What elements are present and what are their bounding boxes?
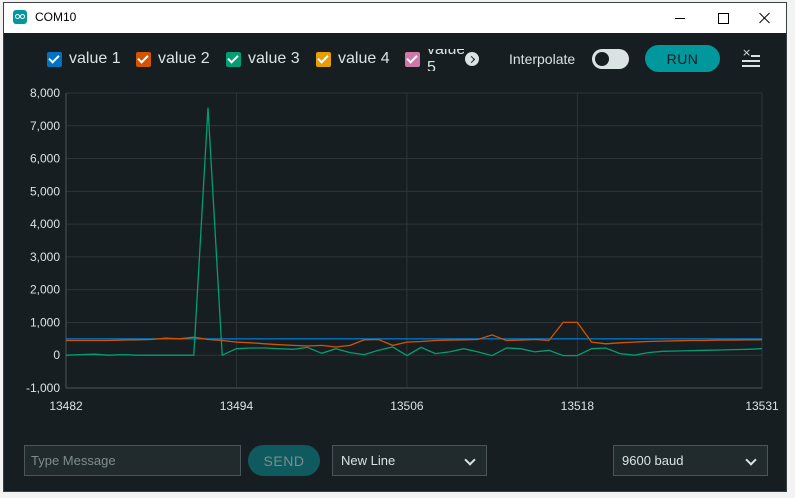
legend-item-value-2[interactable]: value 2 <box>136 49 210 69</box>
checkbox-icon <box>136 51 151 67</box>
plotter-toolbar: value 1 value 2 value 3 value 4 value 5 … <box>4 33 786 83</box>
message-input[interactable] <box>24 445 241 476</box>
y-tick-label: 6,000 <box>30 152 60 166</box>
serial-input-bar: SEND New Line 9600 baud <box>4 443 786 483</box>
interpolate-label: Interpolate <box>509 51 576 67</box>
chevron-down-icon <box>464 454 476 466</box>
window-title: COM10 <box>35 10 77 24</box>
y-tick-label: 0 <box>53 348 60 362</box>
legend-overflow-clip: value 5 <box>402 49 464 71</box>
checkbox-icon <box>226 51 241 67</box>
close-icon <box>759 12 771 24</box>
minimize-button[interactable] <box>658 3 702 33</box>
plot-svg: 8,000 7,000 6,000 5,000 4,000 3,000 2,000 1,000… <box>26 86 779 413</box>
legend-label: value 4 <box>338 50 390 67</box>
x-tick-label: 13506 <box>390 399 424 413</box>
legend-label: value 3 <box>248 50 300 67</box>
x-tick-label: 13531 <box>745 399 779 413</box>
run-button[interactable]: RUN <box>645 45 720 72</box>
x-tick-label: 13482 <box>49 399 83 413</box>
legend-item-value-1[interactable]: value 1 <box>47 49 121 69</box>
interpolate-toggle[interactable] <box>592 49 629 69</box>
checkbox-icon <box>47 51 62 67</box>
x-tick-label: 13494 <box>220 399 254 413</box>
chevron-right-icon <box>467 55 475 63</box>
checkbox-icon <box>316 51 331 67</box>
arduino-icon <box>13 10 27 24</box>
series-line-3 <box>65 107 763 357</box>
legend-label: value 1 <box>69 50 121 67</box>
serial-plotter-window: COM10 value 1 value 2 value 3 value 4 va… <box>3 2 787 492</box>
y-tick-label: 8,000 <box>30 86 60 100</box>
legend-item-value-3[interactable]: value 3 <box>226 49 300 69</box>
title-bar: COM10 <box>4 3 786 33</box>
baud-rate-select[interactable]: 9600 baud <box>613 445 768 476</box>
y-tick-label: 5,000 <box>30 184 60 198</box>
toggle-knob <box>595 52 609 66</box>
send-button[interactable]: SEND <box>248 445 320 476</box>
series-line-2 <box>66 321 762 348</box>
y-tick-label: -1,000 <box>26 381 60 395</box>
y-tick-label: 7,000 <box>30 119 60 133</box>
plot-area: 8,000 7,000 6,000 5,000 4,000 3,000 2,000 1,000… <box>4 83 786 423</box>
line-ending-select[interactable]: New Line <box>332 445 487 476</box>
y-tick-label: 3,000 <box>30 250 60 264</box>
minimize-icon <box>675 17 685 19</box>
legend-item-value-4[interactable]: value 4 <box>316 49 390 69</box>
chevron-down-icon <box>745 454 757 466</box>
menu-line <box>751 55 760 57</box>
line-ending-value: New Line <box>341 453 396 468</box>
menu-line <box>742 60 760 62</box>
legend-label: value 5 <box>427 49 464 71</box>
y-tick-label: 4,000 <box>30 217 60 231</box>
legend-scroll-right-button[interactable] <box>465 52 479 66</box>
y-tick-label: 2,000 <box>30 283 60 297</box>
clear-menu-icon[interactable]: × <box>740 46 762 69</box>
maximize-icon <box>717 12 729 24</box>
y-tick-label: 1,000 <box>30 315 60 329</box>
x-tick-label: 13518 <box>561 399 595 413</box>
close-button[interactable] <box>743 3 786 33</box>
checkbox-icon <box>405 51 420 67</box>
legend-label: value 2 <box>158 50 210 67</box>
maximize-button[interactable] <box>701 3 745 33</box>
clear-x-mark: × <box>742 46 752 59</box>
baud-rate-value: 9600 baud <box>622 453 684 468</box>
legend-item-value-5[interactable]: value 5 <box>405 49 464 71</box>
menu-line <box>742 65 760 67</box>
